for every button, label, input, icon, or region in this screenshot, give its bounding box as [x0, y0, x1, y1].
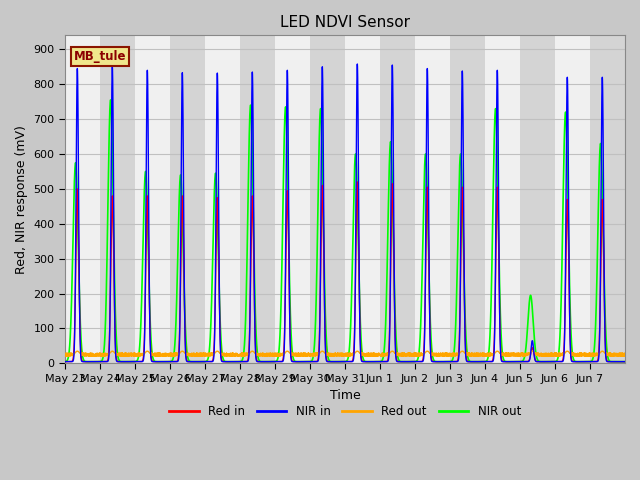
Red out	[476, 353, 484, 359]
NIR in	[61, 359, 69, 364]
NIR out	[90, 359, 97, 364]
NIR out	[96, 359, 104, 364]
NIR out	[621, 359, 629, 364]
Red in	[506, 359, 514, 364]
Red in	[90, 359, 97, 364]
NIR in	[90, 359, 97, 364]
NIR out	[264, 359, 272, 364]
Bar	[450, 36, 485, 363]
Bar	[240, 36, 275, 363]
X-axis label: Time: Time	[330, 389, 360, 402]
Red out	[506, 353, 514, 359]
NIR out	[107, 97, 115, 103]
Bar	[100, 36, 135, 363]
NIR out	[61, 359, 69, 364]
Bar	[590, 36, 625, 363]
Line: Red in: Red in	[65, 182, 625, 361]
Bar	[135, 36, 170, 363]
Line: Red out: Red out	[65, 351, 625, 356]
Line: NIR in: NIR in	[65, 64, 625, 361]
Bar	[555, 36, 590, 363]
Text: MB_tule: MB_tule	[74, 50, 126, 63]
Red in	[417, 359, 425, 364]
NIR in	[392, 358, 400, 363]
Bar	[205, 36, 240, 363]
Bar	[310, 36, 345, 363]
Bar	[520, 36, 555, 363]
Bar	[380, 36, 415, 363]
Red out	[417, 350, 425, 356]
NIR in	[417, 359, 425, 364]
Red in	[476, 359, 484, 364]
Bar	[275, 36, 310, 363]
Bar	[345, 36, 380, 363]
Title: LED NDVI Sensor: LED NDVI Sensor	[280, 15, 410, 30]
Red out	[95, 353, 102, 359]
Red out	[621, 351, 629, 357]
Red in	[264, 359, 272, 364]
Red in	[87, 359, 95, 364]
Red out	[61, 353, 69, 359]
Red in	[393, 356, 401, 362]
NIR out	[417, 314, 425, 320]
Red in	[353, 179, 361, 185]
NIR out	[393, 342, 401, 348]
Red out	[90, 353, 97, 359]
Legend: Red in, NIR in, Red out, NIR out: Red in, NIR in, Red out, NIR out	[164, 401, 526, 423]
NIR in	[621, 359, 629, 364]
Bar	[415, 36, 450, 363]
Red in	[61, 359, 69, 364]
Bar	[485, 36, 520, 363]
Red out	[264, 353, 272, 359]
Bar	[170, 36, 205, 363]
Red out	[393, 352, 401, 358]
Red in	[621, 359, 629, 364]
Line: NIR out: NIR out	[65, 100, 625, 361]
NIR out	[476, 359, 484, 364]
NIR in	[264, 359, 271, 364]
NIR in	[476, 359, 484, 364]
Bar	[65, 36, 100, 363]
Y-axis label: Red, NIR response (mV): Red, NIR response (mV)	[15, 125, 28, 274]
NIR in	[353, 61, 361, 67]
Red out	[74, 348, 81, 354]
NIR in	[506, 359, 514, 364]
NIR out	[506, 359, 514, 364]
